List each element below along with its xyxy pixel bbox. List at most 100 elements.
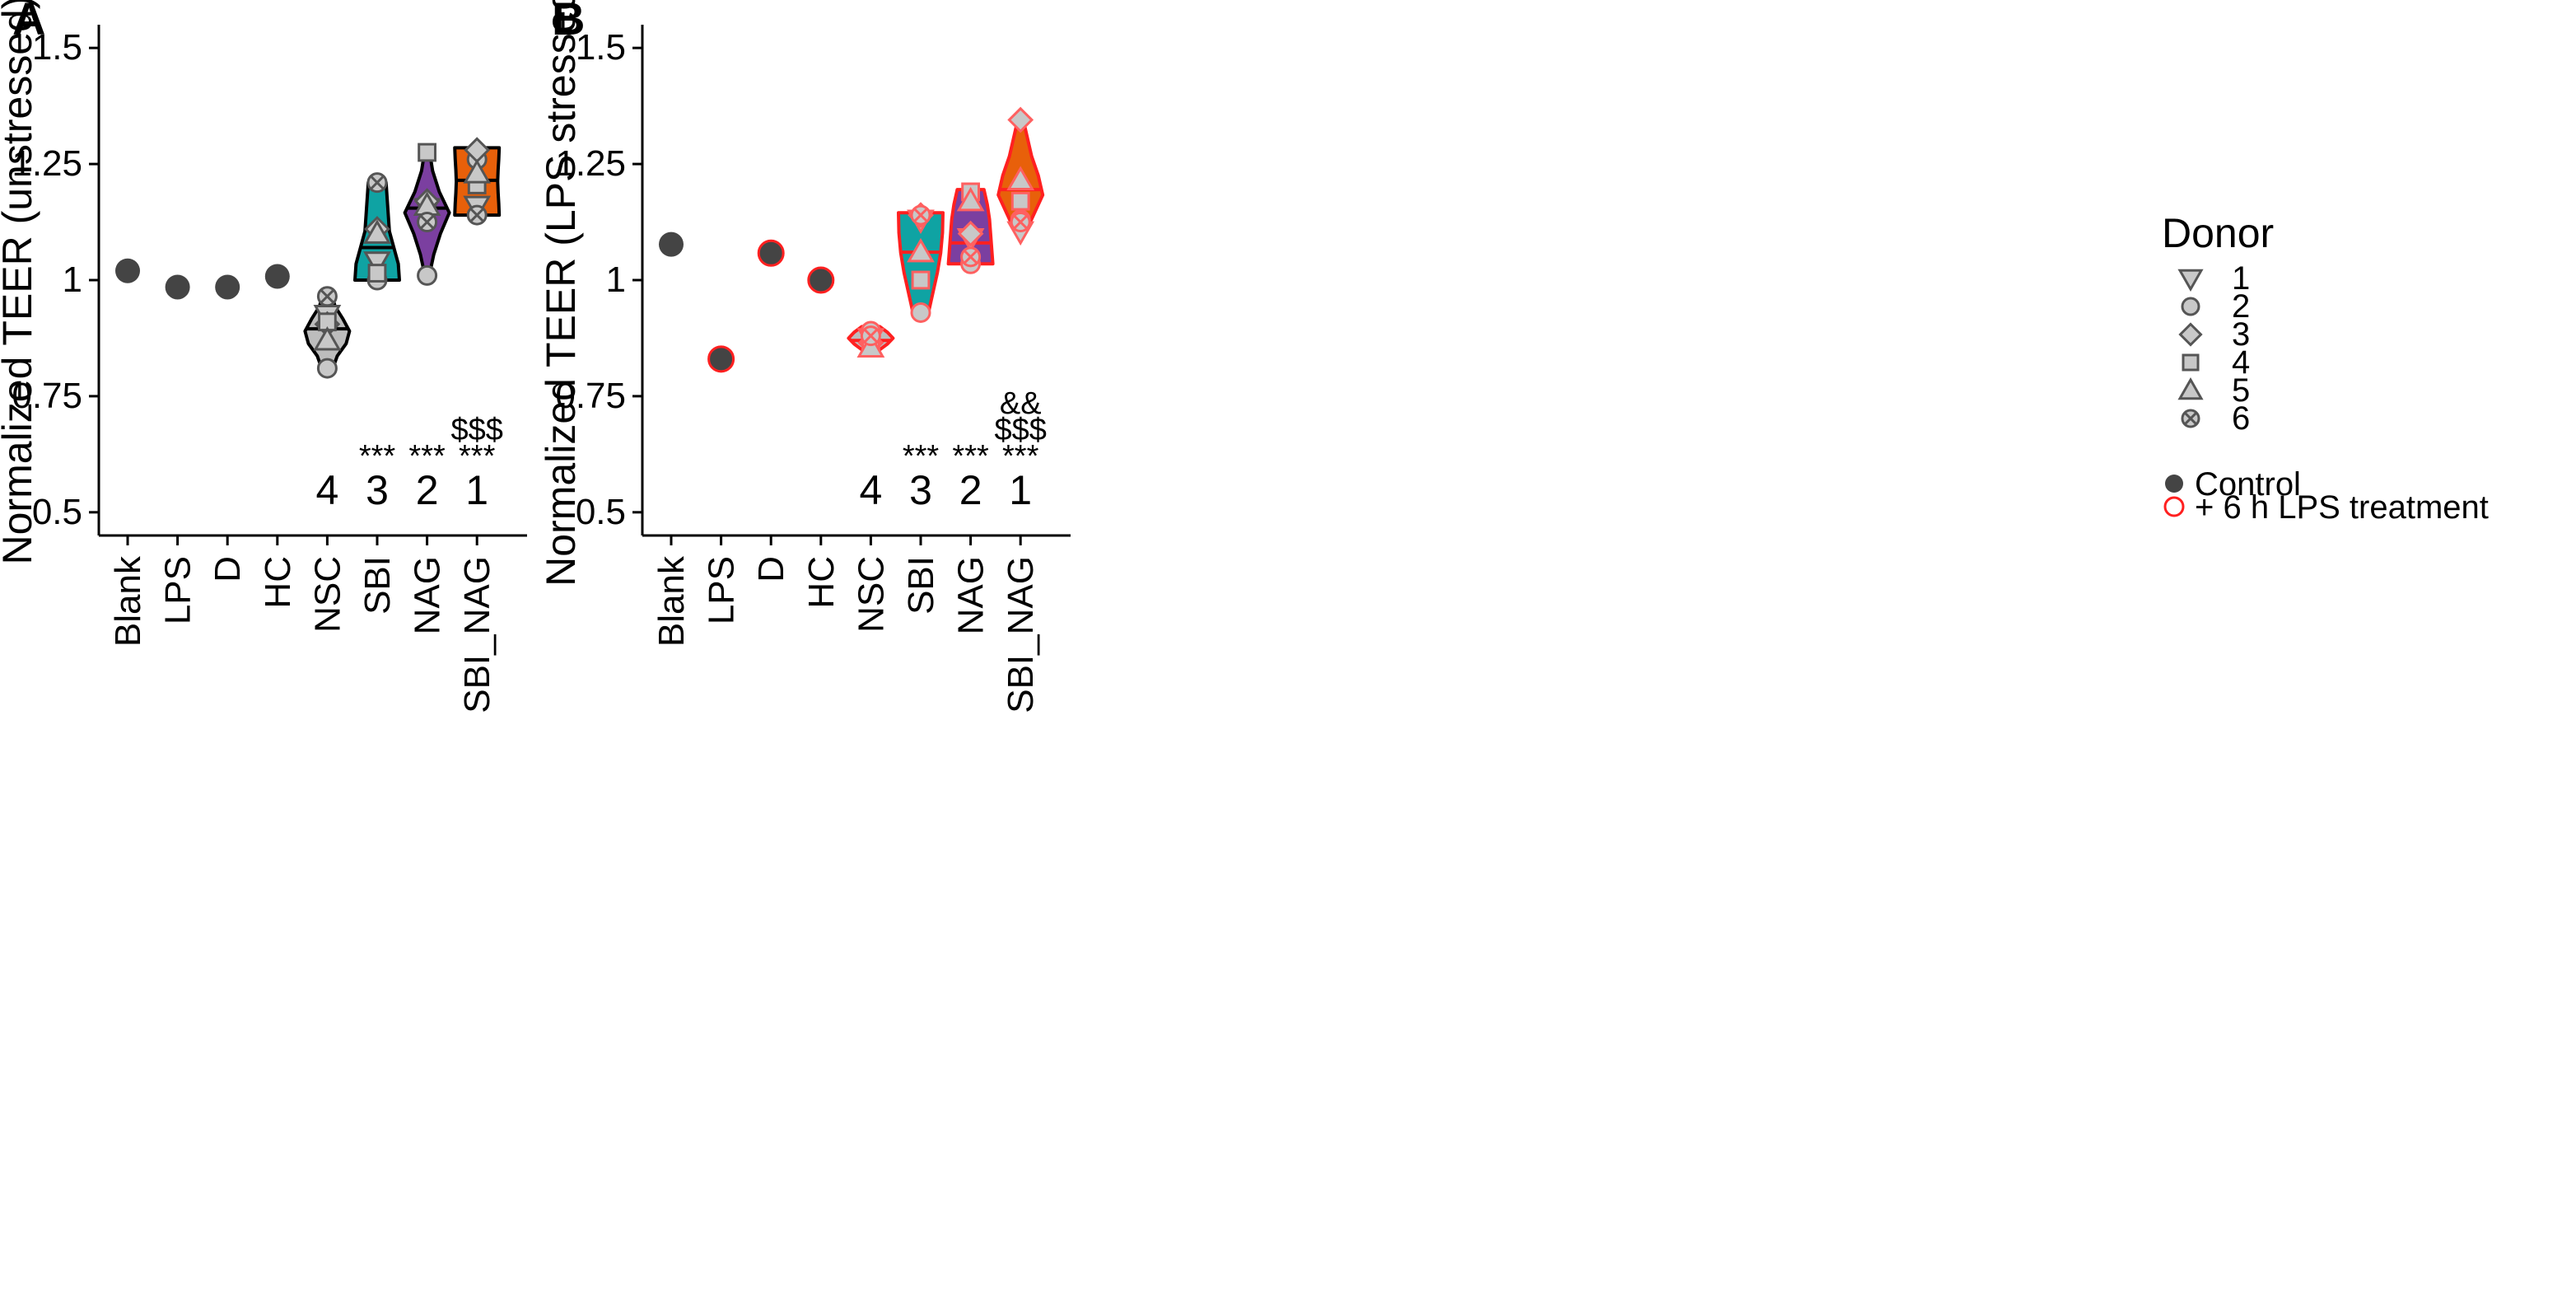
donor-point — [363, 251, 391, 276]
donor-point — [363, 219, 391, 244]
control-point — [757, 239, 785, 267]
x-tick-label: NSC — [307, 556, 348, 633]
legend-donor-label: 4 — [2232, 344, 2250, 381]
y-tick-label: 1.5 — [576, 27, 626, 68]
x-tick-label: SBI_NAG — [457, 556, 497, 713]
control-point — [707, 345, 735, 373]
legend-donor-marker — [2181, 297, 2200, 316]
significance-label: $$$ — [994, 413, 1046, 447]
legend-donor-label: 5 — [2232, 372, 2250, 409]
legend-control-label: Control — [2195, 466, 2301, 503]
donor-point — [313, 325, 342, 351]
y-tick-label: 0.75 — [12, 376, 82, 416]
y-tick-label: 1.25 — [555, 143, 626, 184]
rank-label: 2 — [416, 467, 439, 513]
legend-donor-marker — [2178, 322, 2203, 347]
y-tick-label: 1 — [606, 260, 626, 300]
donor-point — [417, 264, 438, 286]
donor-point — [1006, 166, 1035, 191]
y-axis-title: Normalized TEER (unstressed) — [0, 0, 40, 564]
x-tick-label: D — [751, 556, 791, 582]
donor-point — [417, 212, 438, 233]
x-tick-label: Blank — [108, 555, 148, 647]
y-tick-label: 0.75 — [555, 376, 626, 416]
control-point — [807, 266, 835, 294]
y-tick-label: 1.5 — [32, 27, 82, 68]
x-tick-label: SBI — [901, 556, 941, 615]
legend-control-marker — [2165, 475, 2183, 493]
rank-label: 2 — [959, 467, 982, 513]
legend-donor-label: 6 — [2232, 400, 2250, 437]
x-tick-label: HC — [801, 556, 842, 609]
rank-label: 3 — [909, 467, 932, 513]
significance-label: *** — [408, 439, 446, 474]
x-tick-label: NAG — [408, 556, 448, 634]
donor-point — [860, 325, 881, 347]
donor-point — [1010, 191, 1030, 211]
donor-point — [316, 358, 338, 379]
legend-lps-marker — [2163, 496, 2185, 517]
donor-point — [367, 264, 387, 283]
x-tick-label: HC — [258, 556, 298, 609]
donor-point — [957, 220, 984, 247]
control-point — [659, 231, 684, 257]
donor-point — [418, 143, 437, 162]
y-tick-label: 0.5 — [576, 492, 626, 532]
y-tick-label: 1.25 — [12, 143, 82, 184]
legend-donor-label: 1 — [2232, 260, 2250, 297]
panel-label: B — [552, 0, 585, 44]
x-tick-label: Blank — [651, 555, 692, 647]
significance-label: *** — [952, 439, 989, 474]
significance-label: *** — [903, 439, 940, 474]
legend-donor-marker — [2181, 409, 2200, 428]
control-point — [215, 274, 240, 300]
donor-point — [463, 159, 492, 184]
donor-point — [910, 204, 931, 226]
significance-label: $$$ — [450, 413, 502, 447]
significance-label: *** — [459, 439, 496, 474]
donor-point — [466, 204, 488, 226]
donor-point — [316, 286, 338, 307]
rank-label: 4 — [315, 467, 338, 513]
significance-label: *** — [359, 439, 396, 474]
legend-lps-label: + 6 h LPS treatment — [2195, 489, 2489, 526]
significance-label: && — [1000, 386, 1042, 421]
x-tick-label: NSC — [851, 556, 891, 633]
legend-donor-label: 2 — [2232, 288, 2250, 325]
legend-donor-marker — [2177, 376, 2204, 400]
rank-label: 1 — [465, 467, 488, 513]
donor-point — [366, 172, 388, 194]
rank-label: 4 — [859, 467, 882, 513]
legend-donor-label: 3 — [2232, 316, 2250, 353]
y-axis-title: Normalized TEER (LPS stressed) — [538, 0, 584, 587]
significance-label: *** — [1002, 439, 1039, 474]
legend-title: Donor — [2162, 210, 2274, 256]
y-tick-label: 0.5 — [32, 492, 82, 532]
legend-donor-marker — [2182, 353, 2200, 372]
x-tick-label: NAG — [951, 556, 992, 634]
x-tick-label: LPS — [702, 556, 742, 624]
x-tick-label: SBI_NAG — [1001, 556, 1041, 713]
donor-point — [960, 246, 982, 268]
donor-point — [911, 270, 931, 290]
control-point — [264, 264, 290, 289]
donor-point — [1010, 212, 1031, 233]
y-tick-label: 1 — [63, 260, 82, 300]
control-point — [165, 274, 190, 300]
donor-point — [1007, 106, 1034, 133]
legend-donor-marker — [2177, 269, 2204, 292]
donor-point — [910, 302, 931, 323]
control-point — [115, 258, 140, 283]
donor-point — [956, 186, 985, 212]
x-tick-label: LPS — [158, 556, 198, 624]
rank-label: 1 — [1009, 467, 1032, 513]
panel-label: A — [12, 0, 45, 44]
x-tick-label: D — [208, 556, 248, 582]
donor-point — [907, 237, 935, 263]
rank-label: 3 — [366, 467, 389, 513]
x-tick-label: SBI — [357, 556, 398, 615]
